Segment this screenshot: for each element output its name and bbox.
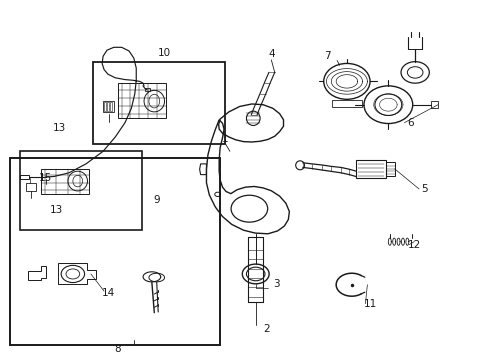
Text: 2: 2 — [263, 324, 269, 334]
Bar — [41, 168, 89, 194]
Text: 8: 8 — [114, 343, 121, 354]
Text: 6: 6 — [406, 118, 413, 128]
Text: 12: 12 — [407, 239, 420, 249]
Bar — [145, 88, 150, 91]
Text: 7: 7 — [324, 51, 330, 61]
Text: 10: 10 — [157, 48, 170, 58]
Bar — [10, 158, 220, 345]
Bar — [93, 62, 224, 144]
Text: 13: 13 — [53, 123, 66, 133]
Text: 13: 13 — [50, 206, 63, 216]
Text: 15: 15 — [39, 173, 52, 183]
Bar — [118, 83, 166, 118]
Text: 4: 4 — [267, 49, 274, 59]
Bar — [355, 159, 385, 178]
Bar — [107, 102, 109, 111]
Text: 14: 14 — [101, 288, 114, 298]
Text: 9: 9 — [153, 195, 160, 205]
Bar — [430, 101, 437, 108]
Text: 11: 11 — [363, 299, 376, 309]
Bar — [20, 175, 29, 179]
Bar — [20, 151, 142, 230]
Text: 1: 1 — [221, 134, 228, 144]
Text: 3: 3 — [272, 279, 279, 289]
Bar — [103, 101, 114, 112]
Bar — [110, 102, 112, 111]
Text: 5: 5 — [421, 184, 427, 194]
Bar — [385, 162, 394, 176]
Bar — [26, 183, 36, 192]
Bar — [104, 102, 106, 111]
